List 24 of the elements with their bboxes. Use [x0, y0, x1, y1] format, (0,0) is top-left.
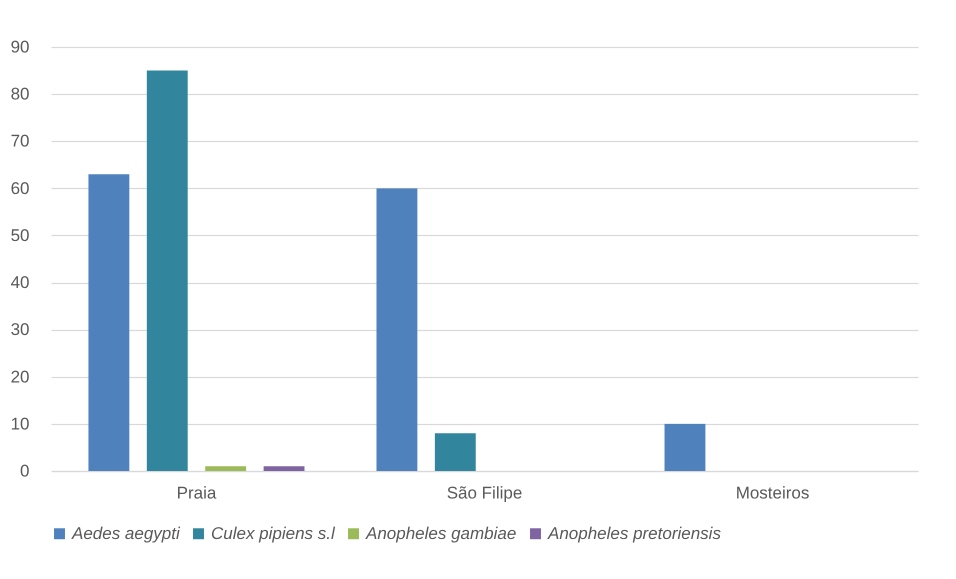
bar — [146, 70, 188, 471]
y-tick-label: 40 — [10, 273, 30, 292]
legend-label: Anopheles pretoriensis — [547, 524, 722, 543]
legend-label: Culex pipiens s.l — [211, 524, 336, 543]
y-tick-label: 90 — [10, 38, 30, 56]
y-tick-label: 60 — [10, 178, 30, 198]
x-tick-label: Praia — [176, 484, 217, 502]
x-tick-label: São Filipe — [446, 484, 522, 502]
y-tick-label: 50 — [10, 226, 30, 245]
y-tick-label: 10 — [10, 414, 30, 434]
y-tick-label: 70 — [10, 132, 30, 151]
y-tick-label: 0 — [20, 462, 30, 480]
legend-label: Aedes aegypti — [71, 524, 181, 543]
x-tick-label: Mosteiros — [736, 484, 810, 502]
bar — [434, 433, 476, 471]
bar — [88, 174, 130, 471]
y-tick-label: 80 — [10, 84, 30, 104]
bar — [376, 188, 418, 471]
y-tick-label: 20 — [10, 367, 30, 386]
y-tick-label: 30 — [10, 320, 30, 340]
bar — [205, 466, 246, 471]
bar — [264, 466, 304, 471]
legend-label: Anopheles gambiae — [365, 524, 516, 543]
bar — [664, 424, 706, 471]
